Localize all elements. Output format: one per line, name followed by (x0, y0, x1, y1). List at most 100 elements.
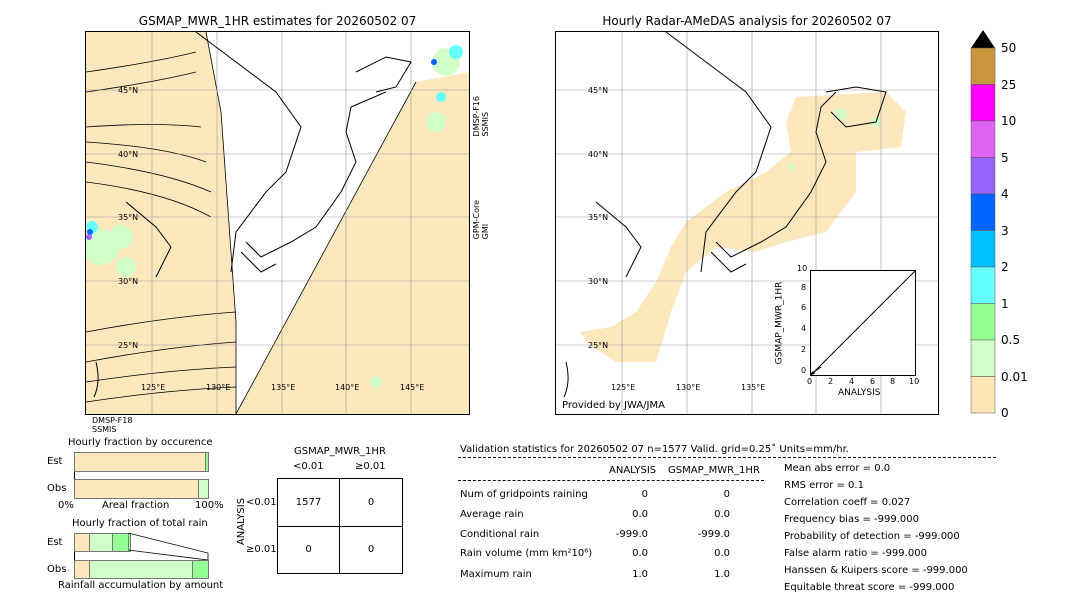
scatter-ytick-10: 10 (797, 264, 808, 273)
tot-est-seg1 (74, 533, 90, 552)
row-gsmap-1: 0.0 (714, 509, 730, 520)
score-5: False alarm ratio = -999.000 (784, 548, 927, 559)
left-gridlines (86, 32, 469, 414)
scatter-xtick-2: 2 (828, 377, 834, 386)
occ-obs-label: Obs (47, 483, 67, 494)
scatter-ytick-8: 8 (801, 283, 807, 292)
scatter-ytick-0: 0 (801, 366, 807, 375)
right-lon-135: 135°E (741, 383, 765, 392)
occurrence-title: Hourly fraction by occurence (68, 437, 213, 448)
moderate-rain (86, 45, 463, 233)
colorbar-tick-label: 0 (1001, 406, 1009, 420)
colorbar-segment (970, 339, 996, 377)
west-swath (86, 32, 236, 414)
colorbar-segment (970, 376, 996, 414)
left-lon-130: 130°E (206, 383, 230, 392)
accum-label: Rainfall accumulation by amount (58, 580, 224, 591)
right-lat-45: 45°N (588, 86, 608, 95)
cont-cell-01: 0 (367, 497, 375, 508)
sensor-label-f18: DMSP-F18 SSMIS (92, 416, 133, 434)
scatter-svg (810, 270, 916, 376)
radar-credit: Provided by JWA/JMA (562, 400, 665, 411)
scatter-inset (810, 270, 916, 376)
scatter-xtick-0: 0 (807, 377, 813, 386)
heavy-rain (87, 59, 437, 235)
colorbar-tick-label: 25 (1001, 77, 1017, 92)
right-lat-40: 40°N (588, 150, 608, 159)
contingency-grid: 1577 0 0 0 (277, 478, 403, 574)
colorbar-tick-label: 4 (1001, 187, 1009, 201)
score-1: RMS error = 0.1 (784, 480, 864, 491)
colorbar-segment (970, 157, 996, 195)
row-analysis-2: -999.0 (615, 529, 648, 540)
occ-obs-bar-green (198, 479, 209, 499)
right-lat-30: 30°N (588, 277, 608, 286)
sensor-label-gmi: GPM-Core GMI (472, 200, 490, 240)
row-analysis-1: 0.0 (632, 509, 648, 520)
validation-rule-2 (458, 480, 764, 481)
row-label-0: Num of gridpoints raining (460, 489, 588, 500)
cont-col-ge: ≥0.01 (355, 461, 386, 472)
row-gsmap-0: 0 (723, 489, 730, 500)
scatter-xtick-6: 6 (870, 377, 876, 386)
cont-cell-00: 1577 (295, 497, 322, 508)
left-lat-25: 25°N (118, 341, 138, 350)
colorbar-segment (970, 266, 996, 304)
colorbar-tick-label: 3 (1001, 223, 1009, 238)
colorbar-tick-label: 50 (1001, 41, 1017, 55)
colorbar (970, 30, 996, 414)
left-lon-140: 140°E (335, 383, 359, 392)
colorbar-tick-label: 2 (1001, 260, 1009, 274)
total-title: Hourly fraction of total rain (72, 518, 208, 529)
scatter-ytick-4: 4 (801, 324, 807, 333)
axis-mid: Areal fraction (102, 500, 170, 511)
sensor-label-f16: DMSP-F16 SSMIS (472, 96, 490, 137)
left-lat-35: 35°N (118, 213, 138, 222)
right-lat-35: 35°N (588, 213, 608, 222)
axis-hundred: 100% (195, 500, 224, 511)
tot-obs-seg3 (192, 560, 209, 579)
right-lon-125: 125°E (611, 383, 635, 392)
tot-est-seg2 (89, 533, 113, 552)
colorbar-segment (970, 193, 996, 231)
tot-obs-seg1 (74, 560, 90, 579)
scatter-ytick-6: 6 (801, 303, 807, 312)
axis-zero: 0% (58, 500, 74, 511)
row-analysis-0: 0 (641, 489, 648, 500)
colorbar-svg (970, 30, 996, 414)
col-analysis: ANALYSIS (609, 465, 657, 476)
cont-row-lt: <0.01 (246, 497, 277, 508)
score-4: Probability of detection = -999.000 (784, 531, 960, 542)
tot-obs-seg2 (89, 560, 193, 579)
right-coastlines (563, 32, 887, 398)
left-lon-135: 135°E (271, 383, 295, 392)
colorbar-segment (970, 120, 996, 158)
colorbar-tick-label: 10 (1001, 114, 1017, 128)
colorbar-segment (970, 230, 996, 268)
occ-obs-bar (74, 479, 200, 499)
col-gsmap: GSMAP_MWR_1HR (668, 465, 760, 476)
row-label-4: Maximum rain (460, 569, 532, 580)
tot-est-taper (128, 533, 209, 561)
tot-obs-label: Obs (47, 564, 67, 575)
right-lat-25: 25°N (588, 341, 608, 350)
left-lat-30: 30°N (118, 277, 138, 286)
left-lon-145: 145°E (400, 383, 424, 392)
score-6: Hanssen & Kuipers score = -999.000 (784, 565, 968, 576)
colorbar-segment (970, 303, 996, 341)
colorbar-segment (970, 84, 996, 122)
colorbar-segment (970, 47, 996, 85)
right-lon-130: 130°E (676, 383, 700, 392)
scatter-xtick-8: 8 (890, 377, 896, 386)
colorbar-tick-label: 0.5 (1001, 333, 1021, 347)
tot-est-label: Est (47, 537, 63, 548)
scatter-xlabel: ANALYSIS (838, 388, 881, 398)
right-map-svg: 45°N 40°N 35°N 30°N 25°N 125°E 130°E 135… (556, 32, 938, 414)
row-analysis-4: 1.0 (632, 569, 648, 580)
contingency-title: GSMAP_MWR_1HR (294, 446, 386, 457)
colorbar-tick-label: 1 (1001, 296, 1009, 311)
cont-cell-11: 0 (367, 544, 375, 555)
colorbar-tick-label: 5 (1001, 150, 1009, 165)
cont-cell-10: 0 (305, 544, 312, 555)
row-label-3: Rain volume (mm km²10⁶) (460, 548, 593, 559)
